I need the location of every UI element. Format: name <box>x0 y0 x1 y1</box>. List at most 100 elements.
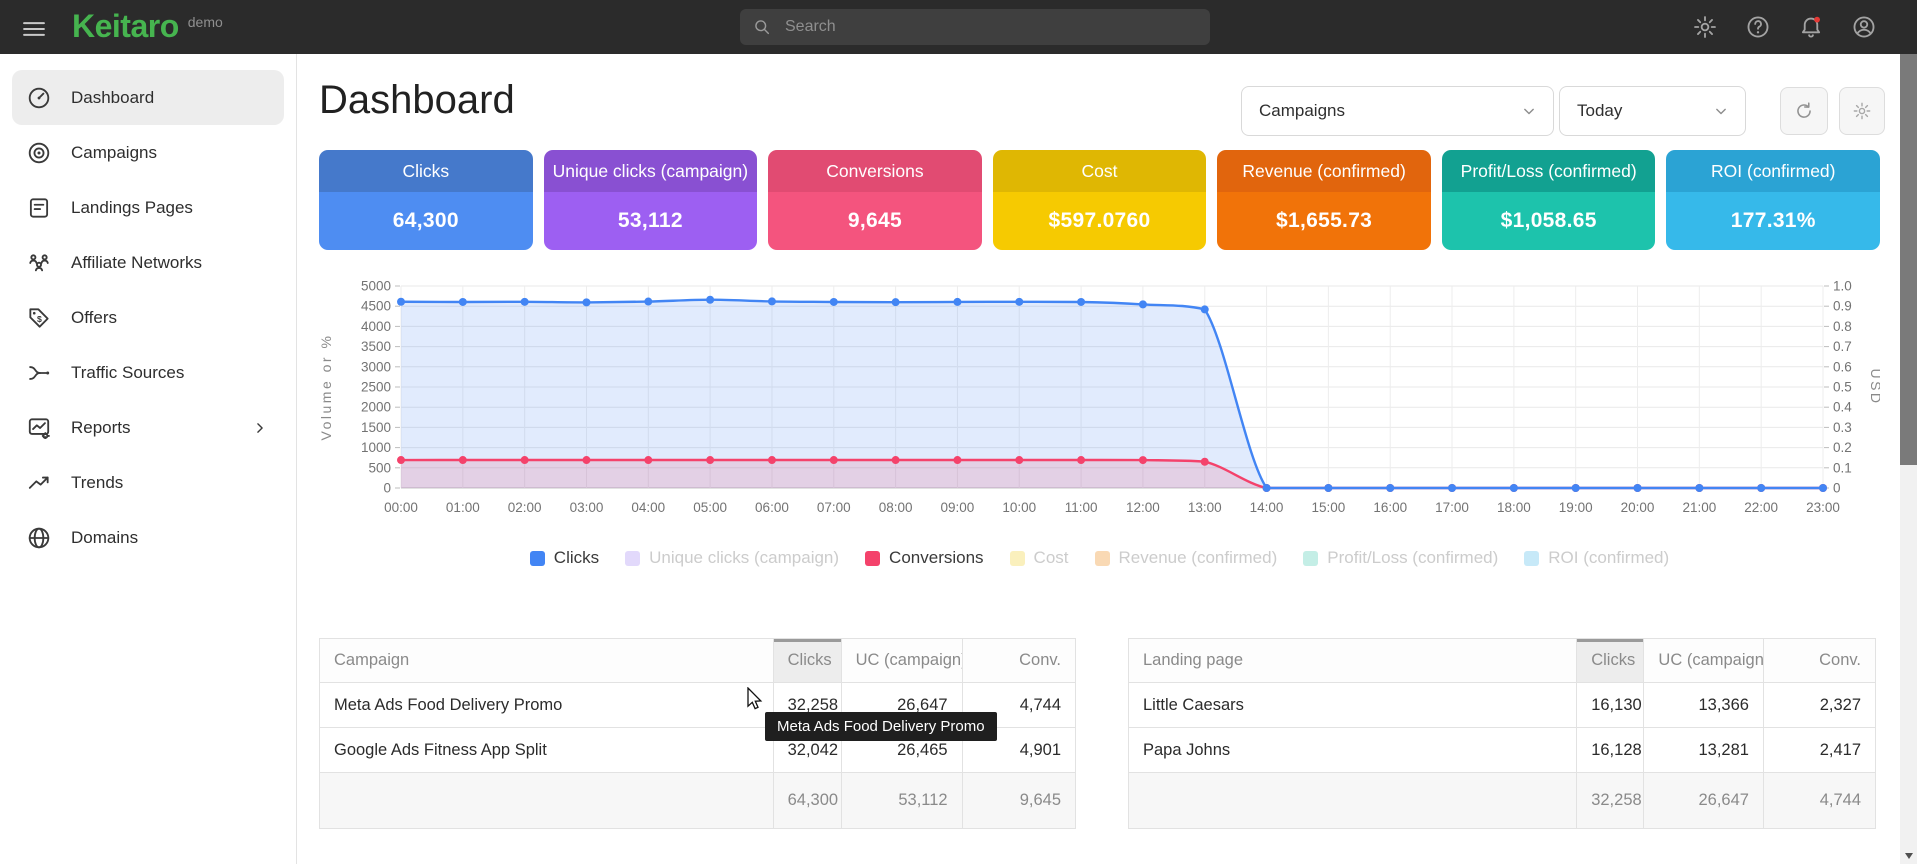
legend-item-roi-confirmed[interactable]: ROI (confirmed) <box>1524 548 1669 568</box>
cell-name[interactable]: Meta Ads Food Delivery Promo <box>320 683 774 728</box>
svg-text:18:00: 18:00 <box>1497 500 1531 515</box>
topbar: Keitaro demo <box>0 0 1917 54</box>
legend-label: Conversions <box>889 548 984 568</box>
sidebar-item-domains[interactable]: Domains <box>12 510 284 565</box>
settings-button[interactable] <box>1692 14 1718 40</box>
sidebar-item-label: Domains <box>71 528 138 548</box>
legend-label: Revenue (confirmed) <box>1119 548 1278 568</box>
trends-icon <box>26 470 52 496</box>
svg-text:0: 0 <box>383 481 391 496</box>
column-header-uc-campaign[interactable]: UC (campaign) <box>841 639 962 683</box>
sidebar-item-label: Traffic Sources <box>71 363 184 383</box>
chevron-down-icon <box>1519 101 1539 121</box>
sidebar-item-traffic-sources[interactable]: Traffic Sources <box>12 345 284 400</box>
total-value: 9,645 <box>962 773 1075 829</box>
svg-text:22:00: 22:00 <box>1744 500 1778 515</box>
svg-text:0.8: 0.8 <box>1833 319 1852 334</box>
stat-cards-row: Clicks64,300Unique clicks (campaign)53,1… <box>319 150 1880 250</box>
scrollbar-thumb[interactable] <box>1900 54 1917 465</box>
legend-label: Cost <box>1034 548 1069 568</box>
stat-card-label: Cost <box>993 150 1207 192</box>
legend-item-cost[interactable]: Cost <box>1010 548 1069 568</box>
column-header-conv[interactable]: Conv. <box>1763 639 1875 683</box>
legend-label: Clicks <box>554 548 599 568</box>
sidebar-item-landings-pages[interactable]: Landings Pages <box>12 180 284 235</box>
stat-card-label: ROI (confirmed) <box>1666 150 1880 192</box>
help-button[interactable] <box>1745 14 1771 40</box>
cell-value: 2,417 <box>1763 728 1875 773</box>
legend-swatch <box>865 551 880 566</box>
cell-name[interactable]: Google Ads Fitness App Split <box>320 728 774 773</box>
svg-text:3500: 3500 <box>361 339 391 354</box>
sidebar-item-campaigns[interactable]: Campaigns <box>12 125 284 180</box>
svg-text:0.3: 0.3 <box>1833 420 1852 435</box>
date-range-select[interactable]: Today <box>1559 86 1746 136</box>
main-content: Dashboard Campaigns Today Clicks64,300Un… <box>298 54 1900 864</box>
column-header-uc-campaign[interactable]: UC (campaign) <box>1644 639 1764 683</box>
cell-name[interactable]: Papa Johns <box>1129 728 1577 773</box>
sidebar-item-label: Reports <box>71 418 131 438</box>
svg-text:04:00: 04:00 <box>631 500 665 515</box>
legend-label: Unique clicks (campaign) <box>649 548 839 568</box>
dashboard-settings-button[interactable] <box>1839 87 1885 135</box>
sidebar-item-affiliate-networks[interactable]: Affiliate Networks <box>12 235 284 290</box>
stat-card-conversions: Conversions9,645 <box>768 150 982 250</box>
scrollbar-down-arrow[interactable] <box>1900 847 1917 864</box>
chart-legend: Clicks Unique clicks (campaign) Conversion… <box>319 548 1880 568</box>
svg-text:11:00: 11:00 <box>1065 500 1098 515</box>
notifications-button[interactable] <box>1798 14 1824 40</box>
help-icon <box>1745 14 1771 40</box>
total-value <box>320 773 774 829</box>
sidebar-item-dashboard[interactable]: Dashboard <box>12 70 284 125</box>
column-header-campaign[interactable]: Campaign <box>320 639 774 683</box>
stat-card-revenue-confirmed: Revenue (confirmed)$1,655.73 <box>1217 150 1431 250</box>
svg-text:09:00: 09:00 <box>941 500 975 515</box>
search-icon <box>752 17 772 37</box>
cell-name[interactable]: Little Caesars <box>1129 683 1577 728</box>
total-value: 53,112 <box>841 773 962 829</box>
stat-card-label: Clicks <box>319 150 533 192</box>
hamburger-icon <box>20 15 48 43</box>
search-input[interactable] <box>783 17 1198 37</box>
offers-icon: $ <box>26 305 52 331</box>
sidebar-item-trends[interactable]: Trends <box>12 455 284 510</box>
legend-item-unique-clicks-campaign[interactable]: Unique clicks (campaign) <box>625 548 839 568</box>
mouse-cursor <box>744 687 766 711</box>
stat-card-value: 64,300 <box>319 192 533 250</box>
column-header-clicks[interactable]: Clicks <box>1577 639 1644 683</box>
svg-text:1500: 1500 <box>361 420 391 435</box>
traffic-chart[interactable]: 005000.110000.215000.320000.425000.53000… <box>319 272 1880 534</box>
column-header-landing-page[interactable]: Landing page <box>1129 639 1577 683</box>
svg-text:0.4: 0.4 <box>1833 400 1852 415</box>
sidebar-item-reports[interactable]: Reports <box>12 400 284 455</box>
legend-swatch <box>625 551 640 566</box>
total-value: 32,258 <box>1577 773 1644 829</box>
column-header-clicks[interactable]: Clicks <box>773 639 841 683</box>
legend-item-clicks[interactable]: Clicks <box>530 548 599 568</box>
legend-swatch <box>1010 551 1025 566</box>
legend-item-revenue-confirmed[interactable]: Revenue (confirmed) <box>1095 548 1278 568</box>
affiliate-networks-icon <box>26 250 52 276</box>
row-tooltip: Meta Ads Food Delivery Promo <box>765 712 997 741</box>
campaigns-filter-select[interactable]: Campaigns <box>1241 86 1554 136</box>
stat-card-unique-clicks-campaign: Unique clicks (campaign)53,112 <box>544 150 758 250</box>
chevron-down-icon <box>1711 101 1731 121</box>
legend-item-conversions[interactable]: Conversions <box>865 548 984 568</box>
stat-card-value: 53,112 <box>544 192 758 250</box>
svg-text:13:00: 13:00 <box>1188 500 1222 515</box>
notifications-icon <box>1798 14 1824 40</box>
column-header-conv[interactable]: Conv. <box>962 639 1075 683</box>
account-button[interactable] <box>1851 14 1877 40</box>
cell-value: 16,128 <box>1577 728 1644 773</box>
stat-card-clicks: Clicks64,300 <box>319 150 533 250</box>
chevron-right-icon <box>250 418 270 438</box>
sidebar-item-offers[interactable]: $Offers <box>12 290 284 345</box>
search-bar[interactable] <box>740 9 1210 45</box>
menu-button[interactable] <box>18 13 48 41</box>
logo[interactable]: Keitaro demo <box>72 8 223 44</box>
legend-item-profit-loss-confirmed[interactable]: Profit/Loss (confirmed) <box>1303 548 1498 568</box>
settings-icon <box>1692 14 1718 40</box>
refresh-button[interactable] <box>1780 87 1828 135</box>
total-value: 4,744 <box>1763 773 1875 829</box>
legend-label: Profit/Loss (confirmed) <box>1327 548 1498 568</box>
